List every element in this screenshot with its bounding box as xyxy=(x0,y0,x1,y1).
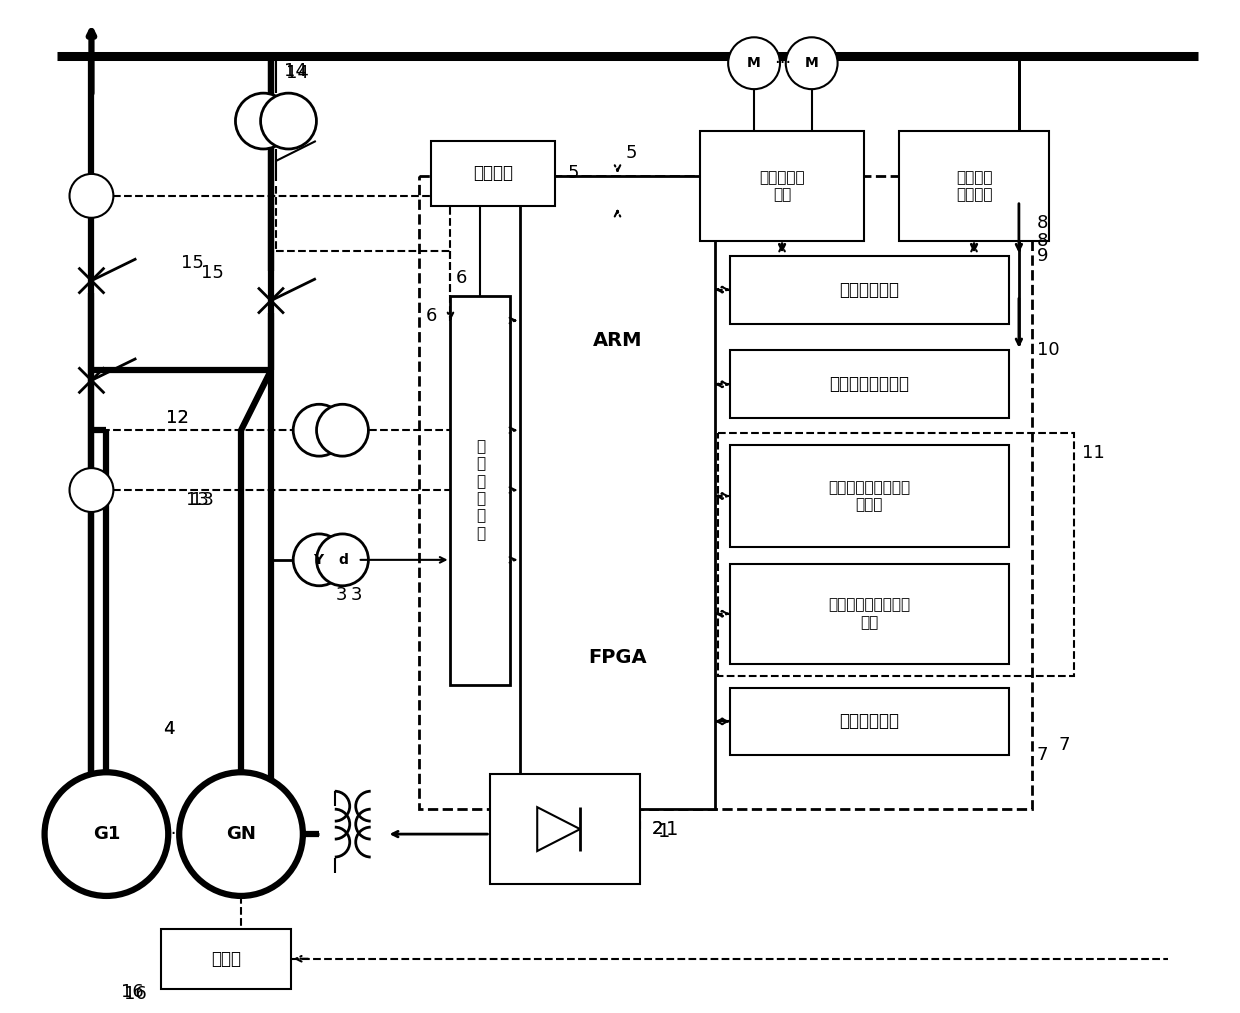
Text: 8: 8 xyxy=(1037,232,1048,250)
Circle shape xyxy=(69,174,113,218)
Text: 负载控制单元: 负载控制单元 xyxy=(839,281,899,299)
Text: 12: 12 xyxy=(166,409,190,427)
Text: 4: 4 xyxy=(164,720,175,738)
Text: G1: G1 xyxy=(93,826,120,843)
Circle shape xyxy=(236,93,291,149)
Text: 13: 13 xyxy=(191,491,215,509)
Text: 分蜜机群控
装置: 分蜜机群控 装置 xyxy=(759,170,805,202)
Text: 联络线功率因数控制
单元: 联络线功率因数控制 单元 xyxy=(828,598,910,630)
Text: 6: 6 xyxy=(455,268,466,287)
Bar xyxy=(729,688,1009,756)
Circle shape xyxy=(180,772,303,895)
Text: 3: 3 xyxy=(351,586,362,604)
Text: 15: 15 xyxy=(201,263,224,282)
Text: 5: 5 xyxy=(567,164,579,182)
Text: 5: 5 xyxy=(625,144,637,162)
Bar xyxy=(699,131,864,241)
Bar xyxy=(899,131,1049,241)
Text: 9: 9 xyxy=(1037,247,1048,264)
Text: 14: 14 xyxy=(286,64,309,82)
Bar xyxy=(161,929,291,989)
Text: 8: 8 xyxy=(1037,214,1048,232)
Bar xyxy=(729,255,1009,323)
Text: ···: ··· xyxy=(165,826,182,843)
Text: Y: Y xyxy=(312,553,322,567)
Text: 人机界面: 人机界面 xyxy=(472,164,513,182)
Text: ···: ··· xyxy=(774,55,791,72)
Text: 12: 12 xyxy=(166,409,190,427)
Text: 3: 3 xyxy=(336,586,347,604)
Circle shape xyxy=(316,404,368,456)
Bar xyxy=(419,176,1032,809)
Text: 13: 13 xyxy=(186,491,210,509)
Text: 励磁控制单元: 励磁控制单元 xyxy=(839,712,899,730)
Text: 信
号
处
理
单
元: 信 号 处 理 单 元 xyxy=(476,439,485,541)
Text: FPGA: FPGA xyxy=(588,647,647,667)
Text: 调速器: 调速器 xyxy=(211,950,241,967)
Bar xyxy=(729,350,1009,418)
Text: 14: 14 xyxy=(284,62,306,80)
Text: 10: 10 xyxy=(1037,341,1059,360)
Text: M: M xyxy=(805,56,818,70)
Circle shape xyxy=(316,534,368,586)
Bar xyxy=(450,296,511,685)
Text: 2: 2 xyxy=(652,821,663,838)
Text: 2: 2 xyxy=(652,821,663,838)
Text: d: d xyxy=(339,553,348,567)
Bar xyxy=(490,774,640,884)
Circle shape xyxy=(293,534,345,586)
Circle shape xyxy=(786,37,837,89)
Text: 11: 11 xyxy=(1081,444,1105,462)
Text: M: M xyxy=(748,56,761,70)
Text: 1: 1 xyxy=(666,820,678,839)
Circle shape xyxy=(260,93,316,149)
Text: GN: GN xyxy=(226,826,255,843)
Text: 生汽补给测量单元: 生汽补给测量单元 xyxy=(830,376,909,393)
Text: 7: 7 xyxy=(1037,747,1048,765)
Circle shape xyxy=(69,468,113,512)
Circle shape xyxy=(45,772,169,895)
Text: 6: 6 xyxy=(425,307,436,324)
Circle shape xyxy=(728,37,780,89)
Bar xyxy=(430,141,556,206)
Text: 以汽定电及恒功率并
网单元: 以汽定电及恒功率并 网单元 xyxy=(828,480,910,513)
Bar xyxy=(729,445,1009,547)
Text: 其他负荷
控制装置: 其他负荷 控制装置 xyxy=(956,170,992,202)
Circle shape xyxy=(293,404,345,456)
Bar xyxy=(718,434,1074,676)
Text: 7: 7 xyxy=(1059,736,1070,755)
Bar xyxy=(521,176,714,809)
Text: 4: 4 xyxy=(164,720,175,738)
Text: 1: 1 xyxy=(657,822,670,841)
Text: ARM: ARM xyxy=(593,331,642,350)
Text: 16: 16 xyxy=(124,985,146,1003)
Bar xyxy=(729,564,1009,664)
Text: 16: 16 xyxy=(120,983,144,1001)
Text: 15: 15 xyxy=(181,253,205,271)
